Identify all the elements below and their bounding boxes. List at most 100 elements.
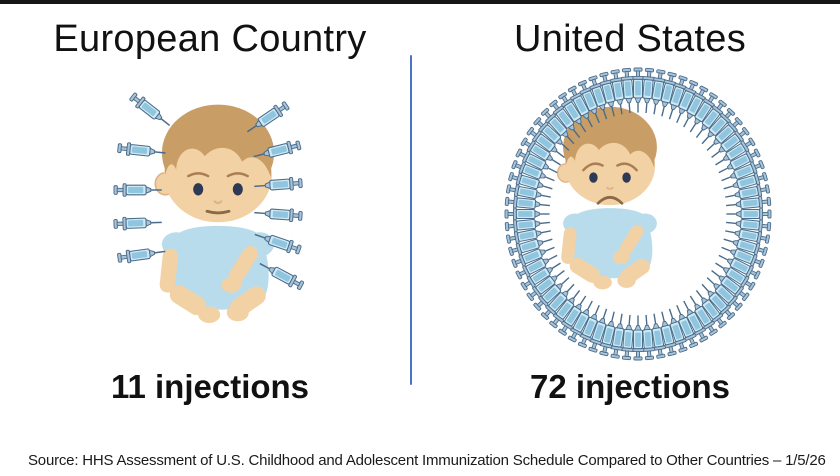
syringe-icon: [113, 182, 162, 197]
syringe-icon: [651, 68, 666, 115]
syringe-icon: [711, 269, 750, 301]
syringe-icon: [259, 262, 305, 290]
baby-leg-left: [569, 257, 601, 283]
syringe-icon: [726, 195, 772, 209]
syringe-icon: [723, 238, 768, 256]
syringe-icon: [117, 142, 166, 157]
syringe-icon: [715, 262, 756, 291]
syringe-icon: [610, 313, 625, 359]
syringe-icon: [723, 171, 768, 190]
syringe-icon: [588, 75, 608, 120]
baby-eye-right: [232, 182, 243, 196]
syringe-icon: [701, 107, 736, 144]
syringe-icon: [706, 116, 743, 151]
syringe-icon: [695, 99, 727, 138]
syringe-icon: [599, 311, 616, 356]
syringe-icon: [540, 107, 575, 144]
source-citation: Source: HHS Assessment of U.S. Childhood…: [28, 452, 826, 469]
baby-with-syringes-left-illustration: [113, 92, 305, 323]
baby-nose: [213, 199, 223, 204]
syringe-icon: [504, 218, 550, 232]
syringe-icon: [577, 304, 600, 348]
syringe-icon: [721, 159, 765, 181]
baby-eye-left: [589, 172, 598, 183]
syringe-icon: [725, 183, 771, 199]
syringe-icon: [505, 228, 551, 244]
syringe-icon: [715, 137, 756, 166]
syringe-icon: [631, 315, 645, 361]
panel-title-right: United States: [513, 18, 747, 60]
baby-arm-right: [228, 245, 259, 284]
baby-foot-left: [198, 306, 221, 323]
syringe-icon: [558, 295, 587, 336]
syringe-icon: [515, 148, 558, 173]
syringe-icon: [706, 276, 743, 311]
syringe-icon: [511, 159, 555, 181]
syringe-icon: [683, 300, 709, 343]
baby-right: [556, 106, 657, 290]
baby-foot-right: [617, 272, 636, 288]
syringe-icon: [631, 67, 645, 113]
comparison-infographic: European Country: [0, 4, 840, 424]
syringe-icon: [725, 228, 771, 244]
syringe-icon: [689, 295, 718, 336]
syringe-icon: [253, 140, 302, 158]
baby-foot-right: [226, 303, 249, 321]
baby-eye-right: [622, 172, 631, 183]
syringe-icon: [676, 79, 699, 123]
syringe-icon: [520, 262, 561, 291]
syringe-icon: [129, 92, 171, 126]
syringe-icon: [599, 71, 616, 117]
panel-title-left: European Country: [53, 18, 367, 60]
syringe-icon: [520, 137, 561, 166]
syringe-icon: [526, 126, 565, 158]
baby-hand: [612, 250, 630, 264]
baby-onesie: [567, 207, 653, 278]
syringe-icon: [504, 207, 550, 221]
syringe-icon: [526, 269, 565, 301]
baby-nose: [606, 186, 614, 190]
top-border-bar: [0, 0, 840, 4]
baby-hair-fringe: [164, 117, 272, 177]
baby-eye-left: [193, 182, 204, 196]
baby-with-syringes-right-illustration: [504, 67, 772, 361]
baby-leg-left: [169, 285, 207, 315]
syringe-icon: [718, 148, 761, 173]
syringe-icon: [726, 207, 772, 221]
syringe-icon: [695, 289, 727, 328]
baby-hair-fringe: [565, 117, 655, 168]
syringe-icon: [642, 67, 656, 113]
baby-onesie: [167, 225, 269, 310]
syringe-icon: [588, 308, 608, 353]
syringe-icon: [668, 308, 688, 353]
syringe-icon: [540, 283, 575, 320]
syringe-icon: [610, 68, 625, 115]
syringe-icon: [620, 67, 634, 113]
syringe-icon: [642, 314, 656, 360]
baby-left: [154, 104, 275, 323]
syringe-icon: [254, 176, 303, 191]
baby-arm-left: [561, 226, 577, 264]
syringe-icon: [689, 91, 718, 133]
baby-hand: [221, 276, 242, 293]
vertical-divider-line: [410, 55, 412, 385]
syringe-icon: [117, 248, 166, 263]
baby-foot-left: [593, 275, 612, 290]
syringe-icon: [718, 254, 761, 280]
injection-count-left: 11 injections: [110, 367, 310, 405]
panel-united-states: United States: [420, 4, 840, 424]
syringe-icon: [701, 283, 736, 320]
syringe-icon: [533, 276, 570, 311]
syringe-icon: [254, 233, 302, 254]
syringe-icon: [683, 85, 709, 128]
syringe-icon: [660, 71, 677, 117]
syringe-icon: [504, 195, 550, 209]
syringe-icon: [549, 99, 581, 138]
syringe-icon: [577, 79, 600, 123]
syringe-icon: [515, 254, 558, 280]
syringe-icon: [660, 311, 677, 356]
syringe-icon: [676, 304, 699, 348]
syringe-icon: [246, 101, 290, 133]
syringe-icon: [533, 116, 570, 151]
baby-arm-left: [159, 248, 179, 293]
